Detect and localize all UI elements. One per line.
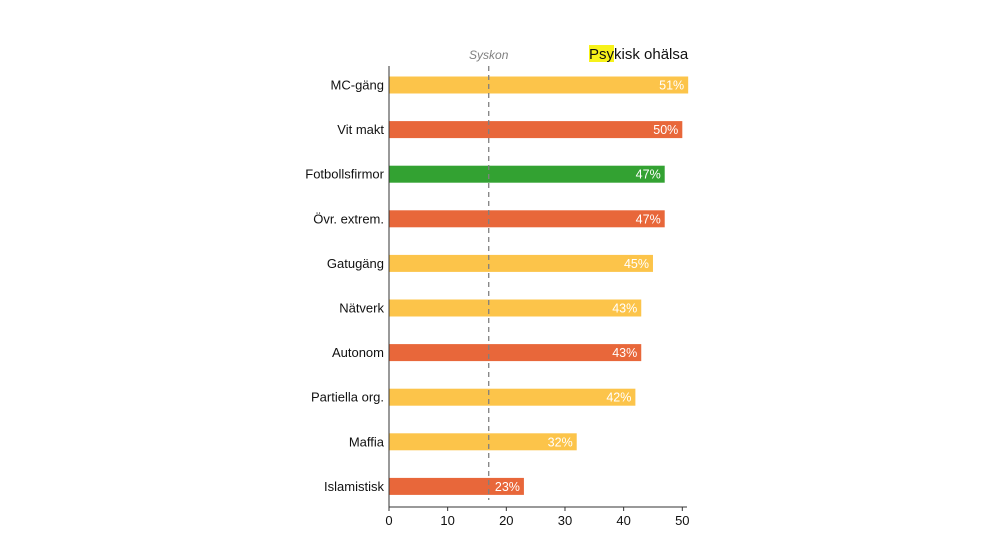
category-label: Vit makt (337, 122, 384, 137)
bars-layer: MC-gäng 51% Vit makt 50% Fotbollsfirmor 47% Öv… (305, 76, 689, 495)
x-tick-label: 30 (558, 513, 572, 528)
bar (389, 76, 689, 94)
category-label: Partiella org. (311, 390, 384, 405)
x-tick-label: 50 (675, 513, 689, 528)
axes-layer: 0 10 20 30 40 50 (385, 66, 690, 528)
title-rest-text: kisk ohälsa (614, 46, 689, 63)
bar (389, 388, 636, 406)
category-label: Gatugäng (327, 256, 384, 271)
bar (389, 477, 524, 495)
bar (389, 299, 642, 317)
bar (389, 121, 683, 139)
x-tick-label: 40 (616, 513, 630, 528)
x-tick-label: 20 (499, 513, 513, 528)
bar (389, 344, 642, 362)
title-highlight-text: Psy (589, 46, 615, 63)
reference-line-layer: Syskon (469, 48, 509, 500)
category-label: Övr. extrem. (313, 211, 384, 226)
bar (389, 210, 665, 228)
value-label: 32% (548, 435, 573, 449)
category-label: MC-gäng (331, 78, 384, 93)
value-label: 45% (624, 257, 649, 271)
value-label: 42% (606, 391, 631, 405)
category-label: Nätverk (339, 301, 384, 316)
value-label: 47% (636, 212, 661, 226)
bar (389, 254, 653, 272)
category-label: Maffia (349, 434, 385, 449)
category-label: Autonom (332, 345, 384, 360)
reference-line-label: Syskon (469, 48, 509, 62)
value-label: 43% (612, 346, 637, 360)
x-tick-label: 0 (385, 513, 392, 528)
bar (389, 165, 665, 183)
title-highlight (589, 45, 614, 62)
bar (389, 433, 577, 451)
value-label: 50% (653, 123, 678, 137)
category-label: Fotbollsfirmor (305, 167, 384, 182)
title-text: Psykisk ohälsa (589, 46, 689, 63)
value-label: 51% (659, 79, 684, 93)
category-label: Islamistisk (324, 479, 384, 494)
x-tick-label: 10 (440, 513, 454, 528)
chart-title: Psykisk ohälsa (589, 45, 689, 63)
value-label: 43% (612, 302, 637, 316)
value-label: 47% (636, 168, 661, 182)
value-label: 23% (495, 480, 520, 494)
